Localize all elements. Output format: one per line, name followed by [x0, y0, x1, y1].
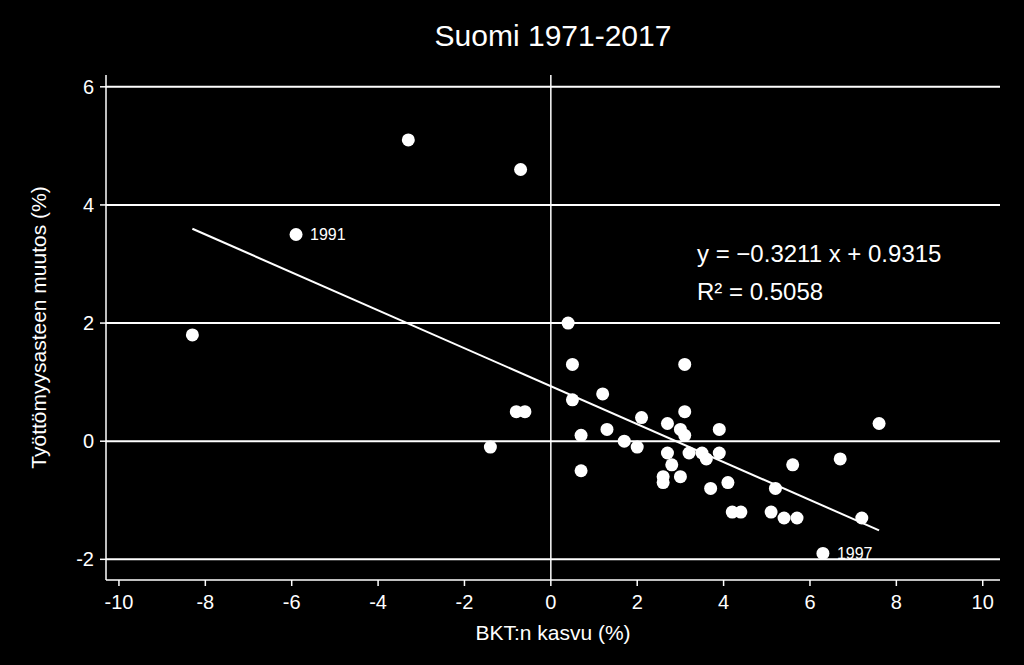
point	[704, 482, 717, 495]
y-tick	[100, 322, 106, 324]
y-tick-label: 4	[83, 194, 94, 216]
background	[0, 0, 1024, 665]
chart: -2 0 2 4 6 -10 -8 -6 -4 -2 0 2 4 6 8 10 1991 1997 y = −0.3…	[0, 0, 1024, 665]
point	[665, 458, 678, 471]
point	[562, 317, 575, 330]
x-tick-label: 2	[632, 591, 643, 613]
x-tick-label: -10	[105, 591, 134, 613]
plot-marks	[186, 133, 886, 559]
y-axis-line	[105, 75, 107, 580]
point	[618, 435, 631, 448]
x-tick-label: 10	[972, 591, 994, 613]
y-tick	[100, 440, 106, 442]
point	[834, 452, 847, 465]
point	[575, 429, 588, 442]
x-tick-label: -8	[196, 591, 214, 613]
x-tick	[809, 580, 811, 586]
x-tick	[896, 580, 898, 586]
x-axis-line	[106, 579, 1000, 581]
x-tick-label: -6	[283, 591, 301, 613]
x-axis-label: BKT:n kasvu (%)	[475, 621, 630, 644]
point	[566, 358, 579, 371]
point	[721, 476, 734, 489]
point	[661, 417, 674, 430]
grid-line	[106, 86, 1000, 88]
y-tick-label: 6	[83, 76, 94, 98]
x-tick	[291, 580, 293, 586]
point	[402, 133, 415, 146]
point	[596, 387, 609, 400]
point	[678, 429, 691, 442]
x-tick	[723, 580, 725, 586]
point	[518, 405, 531, 418]
x-tick	[636, 580, 638, 586]
y-tick	[100, 204, 106, 206]
title: Suomi 1971-2017	[435, 19, 672, 52]
point	[186, 328, 199, 341]
point-label: 1991	[310, 226, 346, 243]
x-tick	[118, 580, 120, 586]
y-tick-label: -2	[76, 548, 94, 570]
point	[635, 411, 648, 424]
point	[678, 358, 691, 371]
x-tick	[377, 580, 379, 586]
grid-line	[106, 440, 1000, 442]
y-tick	[100, 86, 106, 88]
point-label: 1997	[837, 545, 873, 562]
equation-label: y = −0.3211 x + 0.9315	[697, 240, 941, 267]
point	[661, 447, 674, 460]
y-axis-label: Työttömyysasteen muutos (%)	[27, 186, 50, 468]
point	[514, 163, 527, 176]
point	[734, 506, 747, 519]
point	[674, 470, 687, 483]
point	[657, 476, 670, 489]
grid-line	[106, 322, 1000, 324]
x-tick-label: 4	[718, 591, 729, 613]
x-tick	[982, 580, 984, 586]
x-tick-label: -2	[456, 591, 474, 613]
point	[631, 441, 644, 454]
y-tick-label: 2	[83, 312, 94, 334]
zero-line	[550, 75, 552, 580]
point	[290, 228, 303, 241]
x-tick-label: 6	[804, 591, 815, 613]
point	[786, 458, 799, 471]
trend-line	[192, 229, 879, 531]
x-tick	[464, 580, 466, 586]
x-tick	[205, 580, 207, 586]
equation-label: R² = 0.5058	[697, 278, 823, 305]
grid-line	[106, 204, 1000, 206]
point	[484, 441, 497, 454]
point	[816, 547, 829, 560]
point	[678, 405, 691, 418]
point	[765, 506, 778, 519]
point	[778, 511, 791, 524]
x-tick-label: -4	[369, 591, 387, 613]
point	[575, 464, 588, 477]
point	[791, 511, 804, 524]
point	[713, 423, 726, 436]
y-tick-label: 0	[83, 430, 94, 452]
point	[873, 417, 886, 430]
y-tick	[100, 559, 106, 561]
x-tick-label: 0	[545, 591, 556, 613]
x-tick-label: 8	[891, 591, 902, 613]
x-tick	[550, 580, 552, 586]
point	[600, 423, 613, 436]
